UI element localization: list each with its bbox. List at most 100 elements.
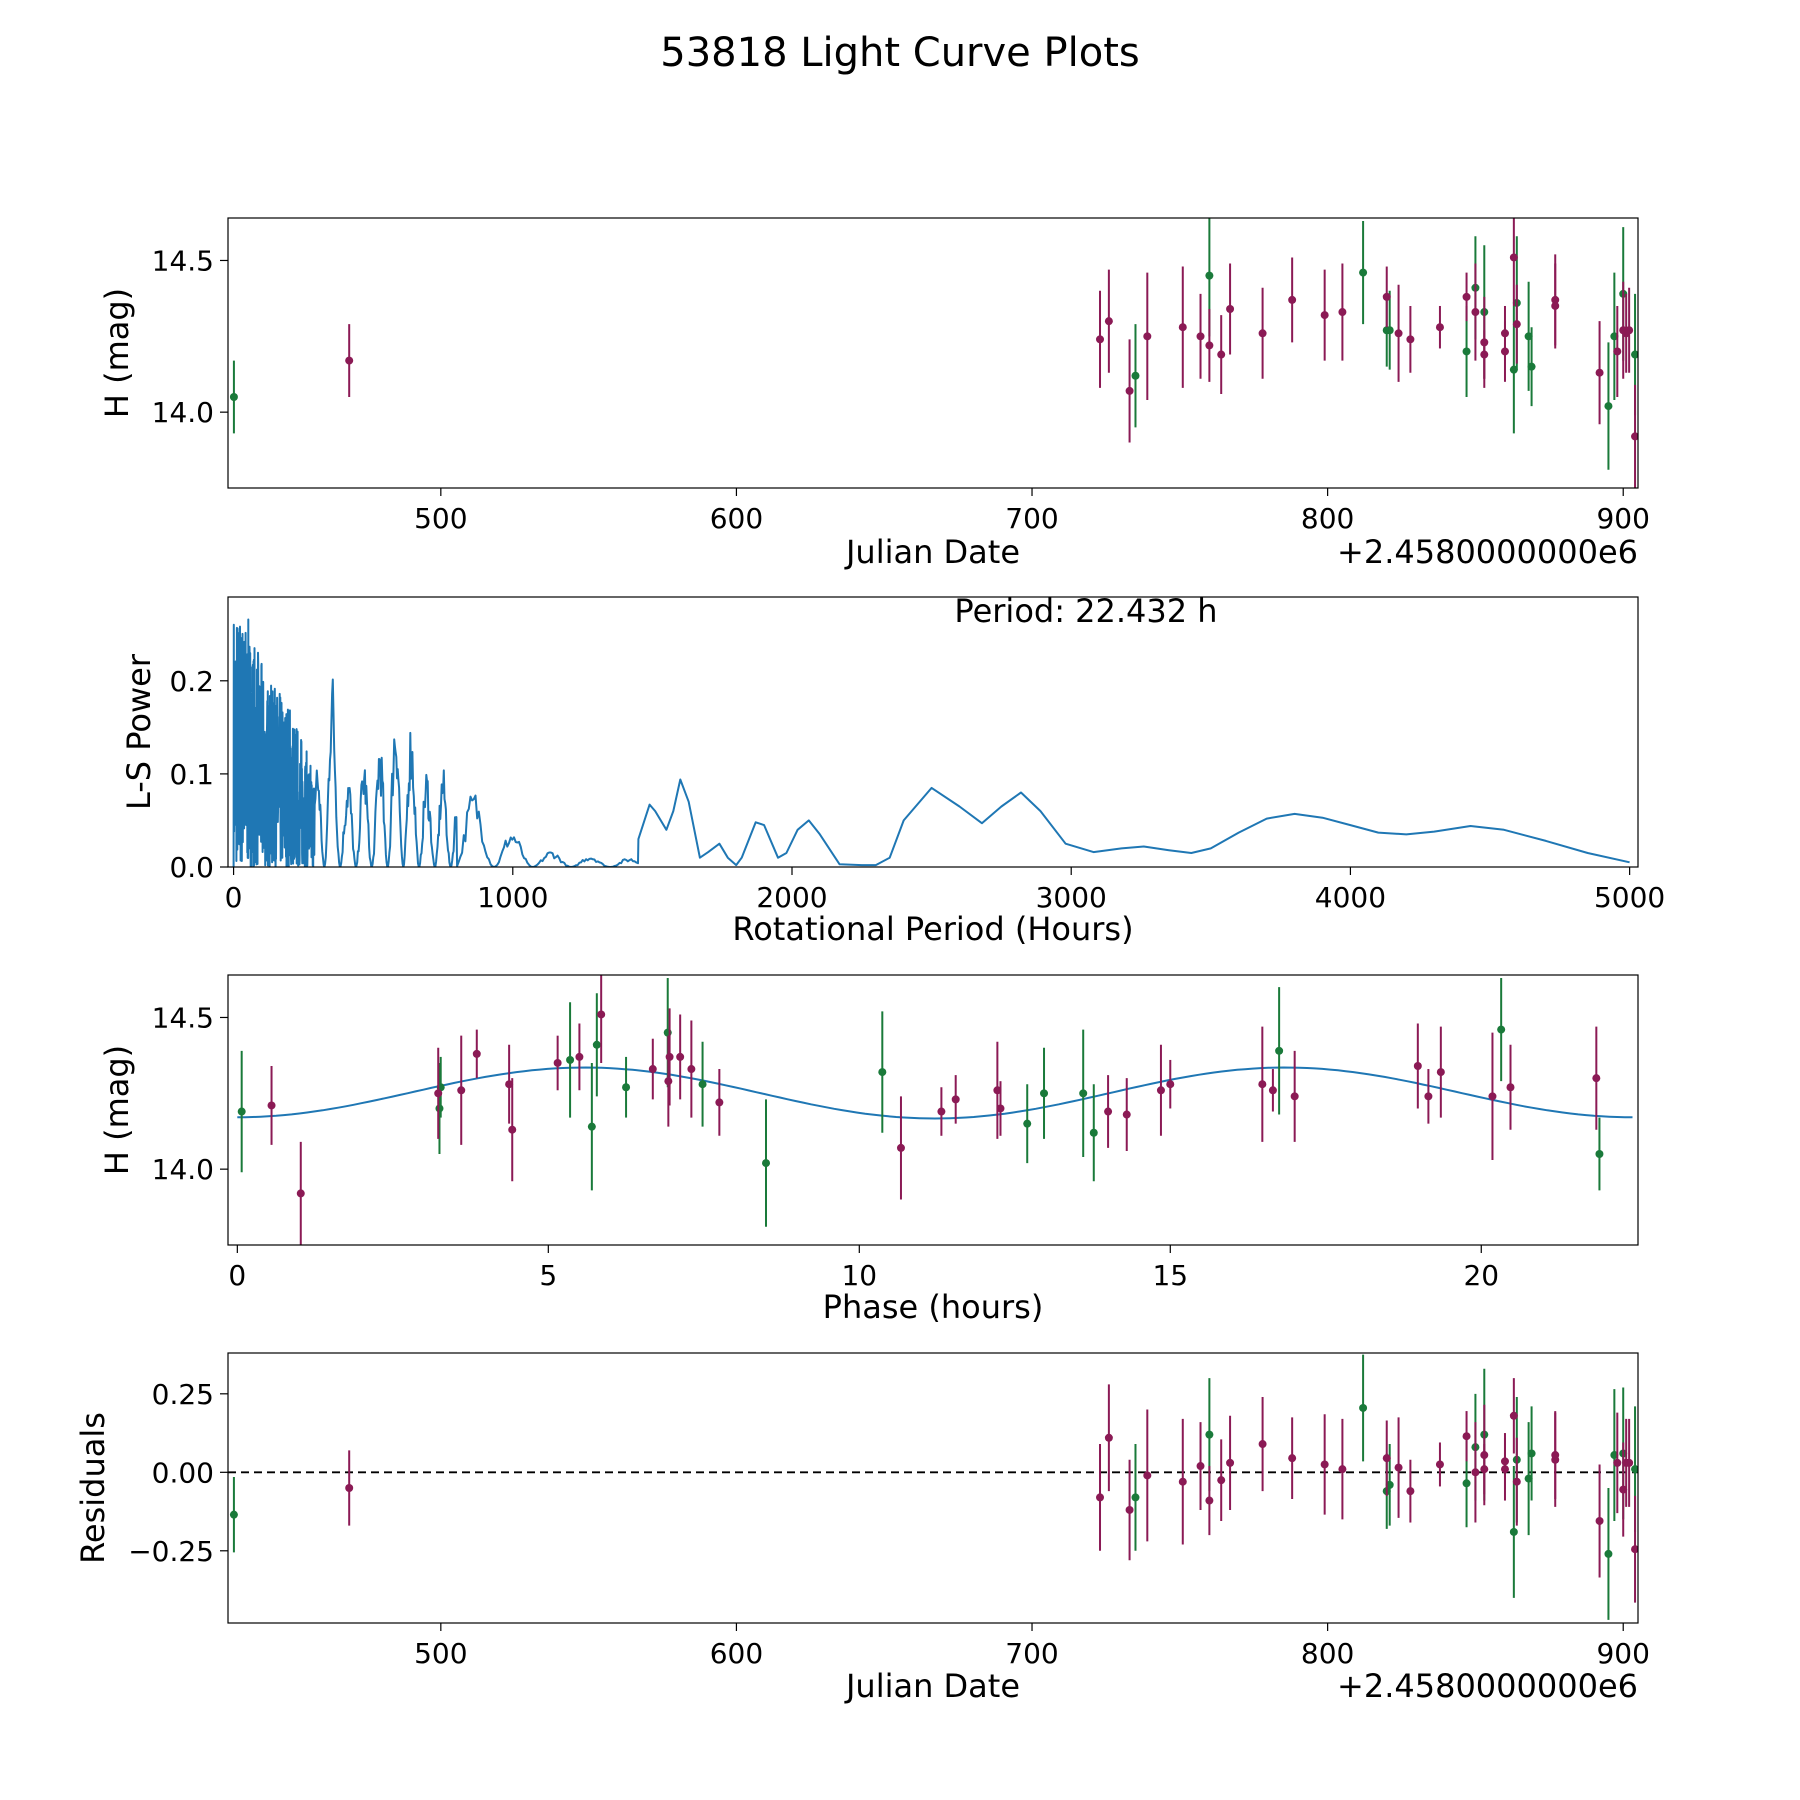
data-point — [1394, 1463, 1403, 1472]
data-point — [1509, 1411, 1518, 1420]
data-point — [472, 1049, 481, 1058]
data-point — [1631, 1465, 1638, 1474]
data-point — [1595, 1516, 1604, 1525]
residuals-ylabel: Residuals — [74, 1412, 112, 1564]
data-point — [676, 1052, 685, 1061]
data-point — [1196, 332, 1205, 341]
data-point — [1268, 1086, 1277, 1095]
data-point — [698, 1080, 707, 1089]
data-point — [1104, 1107, 1113, 1116]
data-point — [1462, 292, 1471, 301]
data-point — [1096, 335, 1105, 344]
data-point — [1275, 1046, 1284, 1055]
periodogram-xlabel: Rotational Period (Hours) — [732, 910, 1133, 948]
lightcurve-plot-area — [229, 218, 1638, 488]
data-point — [1394, 329, 1403, 338]
data-point — [1613, 347, 1622, 356]
data-point — [715, 1098, 724, 1107]
data-point — [575, 1052, 584, 1061]
residuals-frame — [227, 1352, 1639, 1624]
residuals-ytick-label: 0.00 — [152, 1456, 214, 1489]
data-point — [1604, 1549, 1613, 1558]
lightcurve-ytick-label: 14.0 — [152, 396, 214, 429]
data-point — [1480, 338, 1489, 347]
phased-ylabel: H (mag) — [98, 1045, 136, 1175]
data-point — [1413, 1062, 1422, 1071]
data-point — [508, 1125, 517, 1134]
data-point — [566, 1055, 575, 1064]
periodogram-ytick-label: 0.1 — [169, 758, 214, 791]
data-point — [664, 1077, 673, 1086]
residuals-xtick-label: 800 — [1301, 1637, 1354, 1670]
data-point — [1613, 1458, 1622, 1467]
data-point — [648, 1065, 657, 1074]
data-point — [435, 1104, 444, 1113]
data-point — [1023, 1119, 1032, 1128]
residuals-plot-area — [228, 1354, 1638, 1620]
data-point — [1178, 1477, 1187, 1486]
data-point — [1471, 308, 1480, 317]
data-point — [1500, 347, 1509, 356]
phased-panel: Phase (hours) H (mag) 0 5 10 15 20 14.0 14.5 — [98, 974, 1639, 1326]
data-point — [237, 1107, 246, 1116]
periodogram-frame — [227, 596, 1639, 868]
periodogram-xtick-label: 5000 — [1594, 881, 1665, 914]
data-point — [1226, 305, 1235, 314]
data-point — [553, 1058, 562, 1067]
periodogram-xtick-label: 2000 — [756, 881, 827, 914]
data-point — [1104, 1433, 1113, 1442]
data-point — [457, 1086, 466, 1095]
data-point — [1217, 1476, 1226, 1485]
data-point — [1205, 271, 1214, 280]
data-point — [1143, 332, 1152, 341]
data-point — [1631, 350, 1638, 359]
data-point — [993, 1086, 1002, 1095]
data-point — [687, 1065, 696, 1074]
period-annotation: Period: 22.432 h — [954, 592, 1217, 630]
data-point — [1385, 326, 1394, 335]
lightcurve-ytick-label: 14.5 — [152, 244, 214, 277]
residuals-xtick-label: 600 — [710, 1637, 763, 1670]
data-point — [1436, 1068, 1445, 1077]
data-point — [1512, 1477, 1521, 1486]
data-point — [1131, 1493, 1140, 1502]
data-point — [1079, 1089, 1088, 1098]
data-point — [296, 1189, 305, 1198]
data-point — [1320, 1460, 1329, 1469]
data-point — [1480, 1451, 1489, 1460]
data-point — [1040, 1089, 1049, 1098]
data-point — [1509, 253, 1518, 262]
data-point — [1338, 1465, 1347, 1474]
data-point — [1125, 1505, 1134, 1514]
data-point — [1288, 295, 1297, 304]
residuals-offset-label: +2.4580000000e6 — [1337, 1667, 1638, 1705]
data-point — [1506, 1083, 1515, 1092]
residuals-xlabel: Julian Date — [844, 1667, 1020, 1705]
phased-xtick-label: 5 — [539, 1259, 557, 1292]
phased-ytick-label: 14.5 — [152, 1001, 214, 1034]
periodogram-plot-area — [232, 618, 1630, 867]
lightcurve-xtick-label: 800 — [1301, 502, 1354, 535]
data-point — [345, 356, 354, 365]
data-point — [1104, 317, 1113, 326]
lightcurve-xtick-label: 900 — [1596, 502, 1649, 535]
data-point — [996, 1104, 1005, 1113]
periodogram-ylabel: L-S Power — [120, 653, 158, 810]
data-point — [1320, 311, 1329, 320]
data-point — [951, 1095, 960, 1104]
data-point — [1435, 323, 1444, 332]
data-point — [1359, 268, 1368, 277]
data-point — [267, 1101, 276, 1110]
phased-plot-area — [237, 975, 1633, 1245]
data-point — [665, 1052, 674, 1061]
data-point — [1406, 1487, 1415, 1496]
phased-ytick-label: 14.0 — [152, 1153, 214, 1186]
data-point — [505, 1080, 514, 1089]
periodogram-ytick-label: 0.2 — [169, 665, 214, 698]
periodogram-ytick-label: 0.0 — [169, 851, 214, 884]
data-point — [622, 1083, 631, 1092]
periodogram-panel: Rotational Period (Hours) L-S Power Peri… — [120, 592, 1665, 948]
data-point — [1382, 1454, 1391, 1463]
data-point — [1258, 1080, 1267, 1089]
